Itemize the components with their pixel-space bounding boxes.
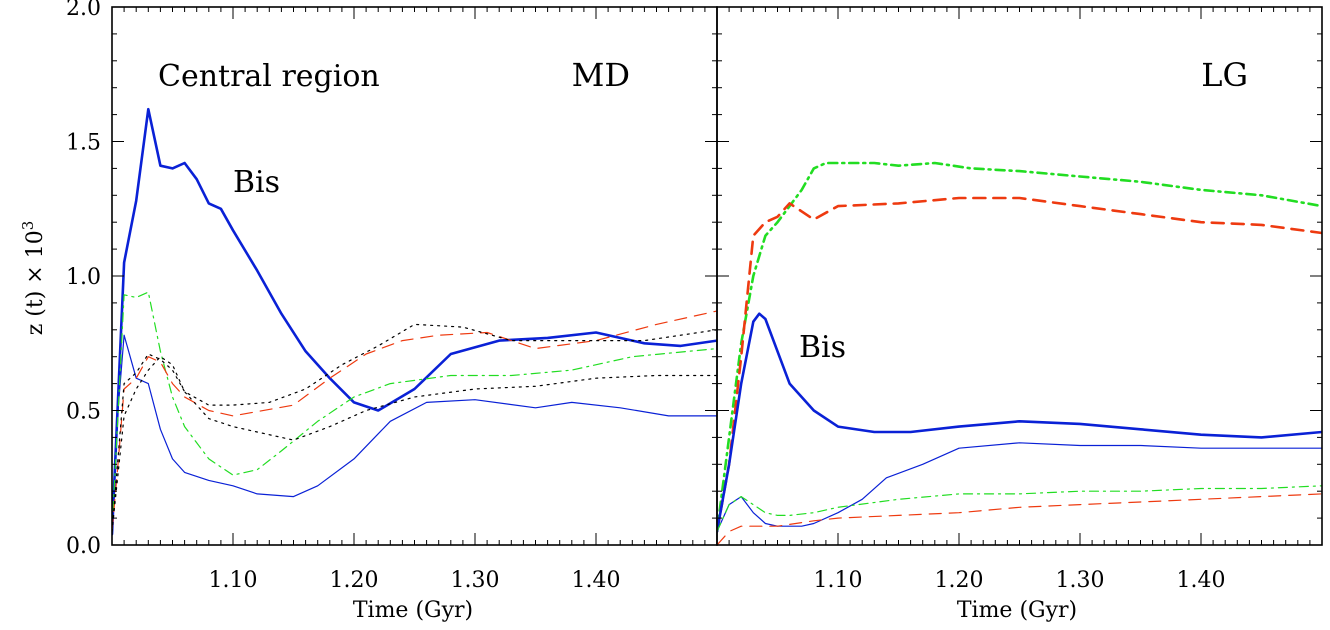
y-tick-label-4: 2.0 — [66, 0, 101, 21]
x-tick-label-lg-3: 1.40 — [1177, 568, 1226, 593]
x-tick-label-lg-2: 1.30 — [1056, 568, 1105, 593]
y-tick-label-2: 1.0 — [66, 265, 101, 290]
series-line-md-blue-thick-solid-0 — [112, 107, 717, 536]
series-group-md — [112, 107, 717, 536]
panel-lg: 1.10 1.20 1.30 1.40 — [716, 6, 1323, 593]
panel-label-lg: LG — [1201, 56, 1248, 94]
svg-text:z (t) × 103: z (t) × 103 — [19, 221, 48, 336]
x-tick-label-md-1: 1.20 — [330, 568, 379, 593]
series-line-lg-blue-thin-solid-3 — [717, 442, 1322, 533]
series-line-lg-red-thick-longdash-1 — [717, 196, 1322, 533]
y-tick-label-3: 1.5 — [66, 131, 101, 156]
series-line-lg-green-thick-dashdot-0 — [717, 161, 1322, 533]
y-axis-label-main: z (t) × 10 — [23, 230, 48, 335]
annotation-bis-md: Bis — [233, 165, 280, 200]
series-line-md-red-thin-longdash-3 — [112, 310, 717, 533]
y-axis-label: z (t) × 103 — [19, 221, 48, 336]
series-line-md-black-thin-dotted-4 — [112, 323, 717, 533]
series-line-lg-red-thin-longdash-5 — [717, 493, 1322, 545]
x-tick-label-md-3: 1.40 — [572, 568, 621, 593]
series-line-md-black-thin-dotted-5 — [112, 356, 717, 533]
series-line-md-green-thin-dashdot-2 — [112, 291, 717, 533]
x-tick-label-md-0: 1.10 — [209, 568, 258, 593]
x-axis-label-md: Time (Gyr) — [353, 598, 473, 623]
x-tick-label-md-2: 1.30 — [451, 568, 500, 593]
y-tick-label-1: 0.5 — [66, 400, 101, 425]
x-tick-label-lg-1: 1.20 — [935, 568, 984, 593]
series-line-md-blue-thin-solid-1 — [112, 334, 717, 533]
y-tick-label-0: 0.0 — [66, 534, 101, 559]
series-line-lg-green-thin-dashdot-4 — [717, 485, 1322, 533]
x-axis-label-lg: Time (Gyr) — [957, 598, 1077, 623]
annotation-central-region: Central region — [158, 59, 380, 94]
y-axis-label-exponent: 3 — [19, 221, 37, 231]
series-line-lg-blue-thick-solid-2 — [717, 312, 1322, 533]
x-tick-label-lg-0: 1.10 — [814, 568, 863, 593]
series-group-lg — [717, 161, 1322, 545]
panel-label-md: MD — [572, 56, 630, 94]
annotation-bis-lg: Bis — [799, 330, 846, 365]
